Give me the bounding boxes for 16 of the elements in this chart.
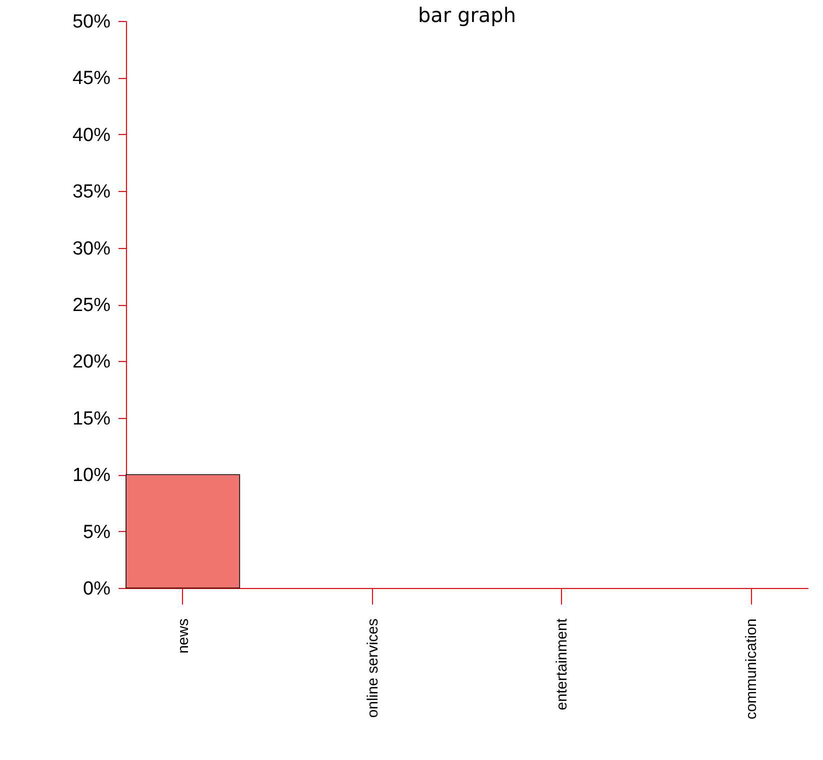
y-tick-label: 5% [83,522,111,543]
chart-title: bar graph [418,3,516,27]
y-tick-label: 40% [72,124,111,146]
y-tick-label: 35% [72,182,111,203]
y-tick-label: 10% [72,465,111,486]
y-tick-label: 25% [72,295,111,316]
x-tick-label: entertainment [554,618,571,710]
y-tick-label: 30% [72,238,111,260]
y-tick-label: 15% [72,408,111,430]
y-tick-label: 45% [72,68,111,90]
y-tick-label: 50% [72,12,111,32]
x-tick-label: communication [743,618,760,720]
x-tick-label: online services [364,618,382,718]
y-tick-label: 0% [83,578,111,600]
y-tick-label: 20% [72,352,111,373]
x-tick-label: news [174,618,192,654]
